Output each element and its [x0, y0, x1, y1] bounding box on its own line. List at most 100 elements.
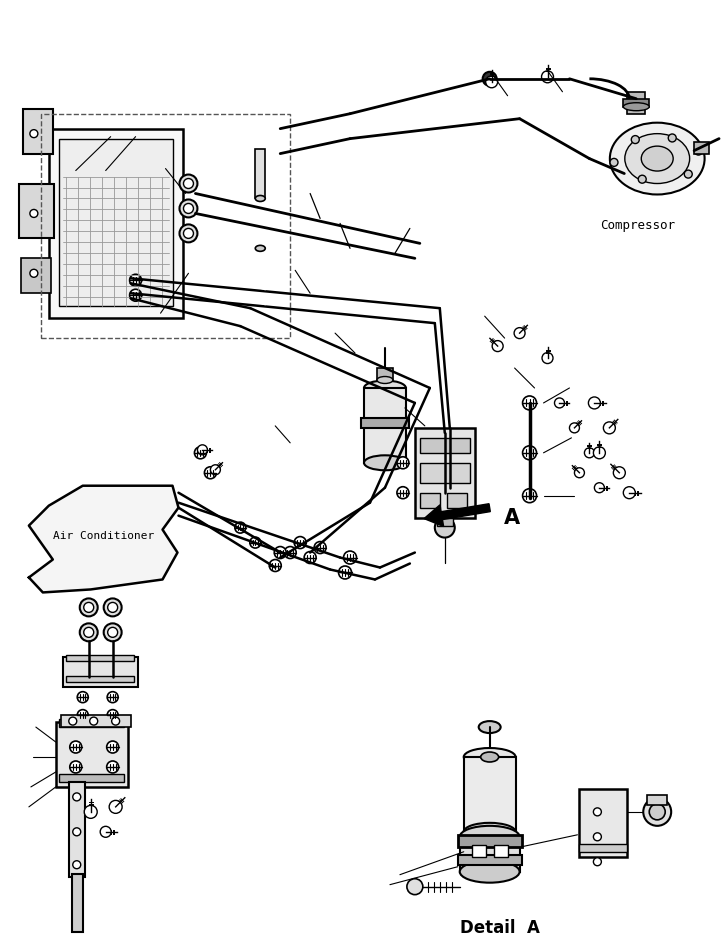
Circle shape [77, 692, 89, 703]
Bar [59, 720, 123, 727]
Bar [437, 519, 453, 526]
Circle shape [184, 204, 193, 214]
Circle shape [73, 861, 81, 869]
Circle shape [274, 547, 286, 559]
Bar [464, 757, 515, 832]
Bar [458, 855, 521, 865]
Circle shape [211, 465, 221, 475]
Ellipse shape [256, 246, 265, 252]
Circle shape [73, 793, 81, 801]
Ellipse shape [624, 104, 649, 111]
Circle shape [30, 130, 38, 139]
Circle shape [588, 398, 600, 409]
Circle shape [107, 761, 118, 773]
Circle shape [685, 171, 693, 179]
Circle shape [632, 137, 640, 144]
Circle shape [84, 806, 97, 818]
Circle shape [197, 446, 208, 455]
Bar [41, 114, 290, 339]
Circle shape [492, 342, 503, 352]
Circle shape [603, 422, 616, 434]
Circle shape [593, 447, 605, 460]
Circle shape [624, 488, 635, 499]
Circle shape [407, 879, 423, 895]
Circle shape [234, 522, 246, 534]
Text: Air Conditioner: Air Conditioner [53, 530, 155, 540]
Circle shape [83, 603, 94, 613]
Bar [59, 774, 123, 782]
Text: Detail  A: Detail A [460, 917, 539, 936]
Circle shape [284, 547, 296, 559]
Bar [420, 493, 440, 508]
Bar [56, 723, 128, 787]
Circle shape [109, 800, 122, 813]
Circle shape [77, 709, 89, 721]
Circle shape [73, 828, 81, 836]
Circle shape [555, 399, 565, 408]
Ellipse shape [478, 722, 501, 733]
Circle shape [130, 275, 142, 287]
Bar [579, 789, 627, 856]
Circle shape [104, 599, 122, 617]
Ellipse shape [460, 826, 520, 848]
Circle shape [69, 717, 77, 725]
Circle shape [179, 175, 197, 194]
Bar [648, 795, 667, 805]
Circle shape [338, 566, 351, 579]
Circle shape [593, 857, 601, 866]
Bar [361, 418, 409, 429]
Bar [62, 658, 138, 687]
Circle shape [638, 176, 646, 184]
Bar [446, 493, 467, 508]
Circle shape [83, 628, 94, 637]
Ellipse shape [464, 823, 515, 841]
Bar [69, 782, 85, 877]
Circle shape [179, 226, 197, 243]
Bar [19, 184, 54, 239]
Bar [59, 139, 174, 307]
Bar [66, 655, 134, 662]
Circle shape [613, 467, 625, 479]
Ellipse shape [464, 748, 515, 767]
Bar [472, 845, 486, 856]
Bar [23, 110, 53, 154]
Bar [66, 677, 134, 682]
Ellipse shape [377, 377, 393, 384]
Ellipse shape [610, 124, 705, 196]
Circle shape [569, 423, 579, 433]
Bar [72, 874, 83, 931]
Bar [61, 715, 131, 727]
Circle shape [304, 552, 316, 563]
Polygon shape [29, 486, 179, 592]
Circle shape [80, 599, 98, 617]
Circle shape [70, 761, 82, 773]
Ellipse shape [481, 753, 499, 762]
Circle shape [523, 446, 537, 461]
Circle shape [107, 628, 118, 637]
Circle shape [130, 290, 142, 302]
Circle shape [100, 826, 111, 838]
Ellipse shape [364, 381, 406, 396]
Circle shape [523, 397, 537, 411]
Bar [494, 845, 507, 856]
Ellipse shape [625, 135, 690, 184]
Circle shape [514, 329, 525, 339]
Circle shape [397, 458, 409, 469]
Circle shape [184, 180, 193, 189]
Circle shape [643, 798, 672, 826]
Circle shape [649, 804, 665, 820]
Circle shape [584, 448, 595, 459]
Circle shape [104, 623, 122, 641]
Circle shape [314, 542, 326, 554]
Circle shape [179, 200, 197, 218]
Circle shape [250, 537, 261, 548]
Circle shape [107, 709, 118, 721]
Bar [420, 438, 470, 453]
Circle shape [695, 148, 703, 156]
Circle shape [70, 741, 82, 753]
Circle shape [195, 447, 206, 460]
Circle shape [30, 270, 38, 278]
Bar [377, 369, 393, 381]
Ellipse shape [256, 197, 265, 202]
Ellipse shape [364, 456, 406, 471]
